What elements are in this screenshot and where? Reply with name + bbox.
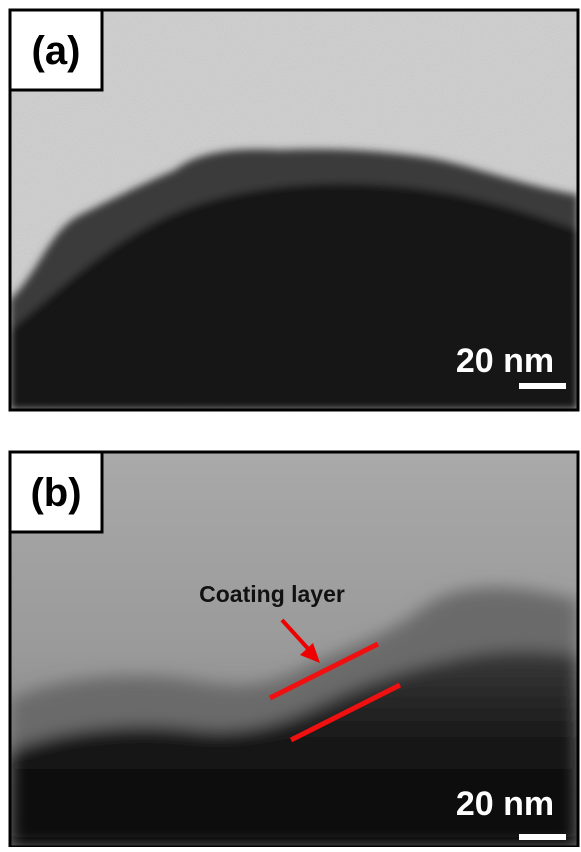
panel-label: (b): [30, 471, 81, 515]
scale-bar: [519, 383, 566, 389]
scale-bar: [519, 834, 566, 840]
annotation: Coating layer: [199, 581, 345, 607]
panel-label: (a): [32, 29, 81, 73]
scale-bar-label: 20 nm: [456, 342, 554, 380]
figure: (a) 20 nm (b) Coating layer 20 nm: [0, 0, 581, 847]
scale-bar-label: 20 nm: [456, 785, 554, 823]
page: {"panels": [ {"label": "(a)", "scale_bar…: [0, 0, 581, 847]
